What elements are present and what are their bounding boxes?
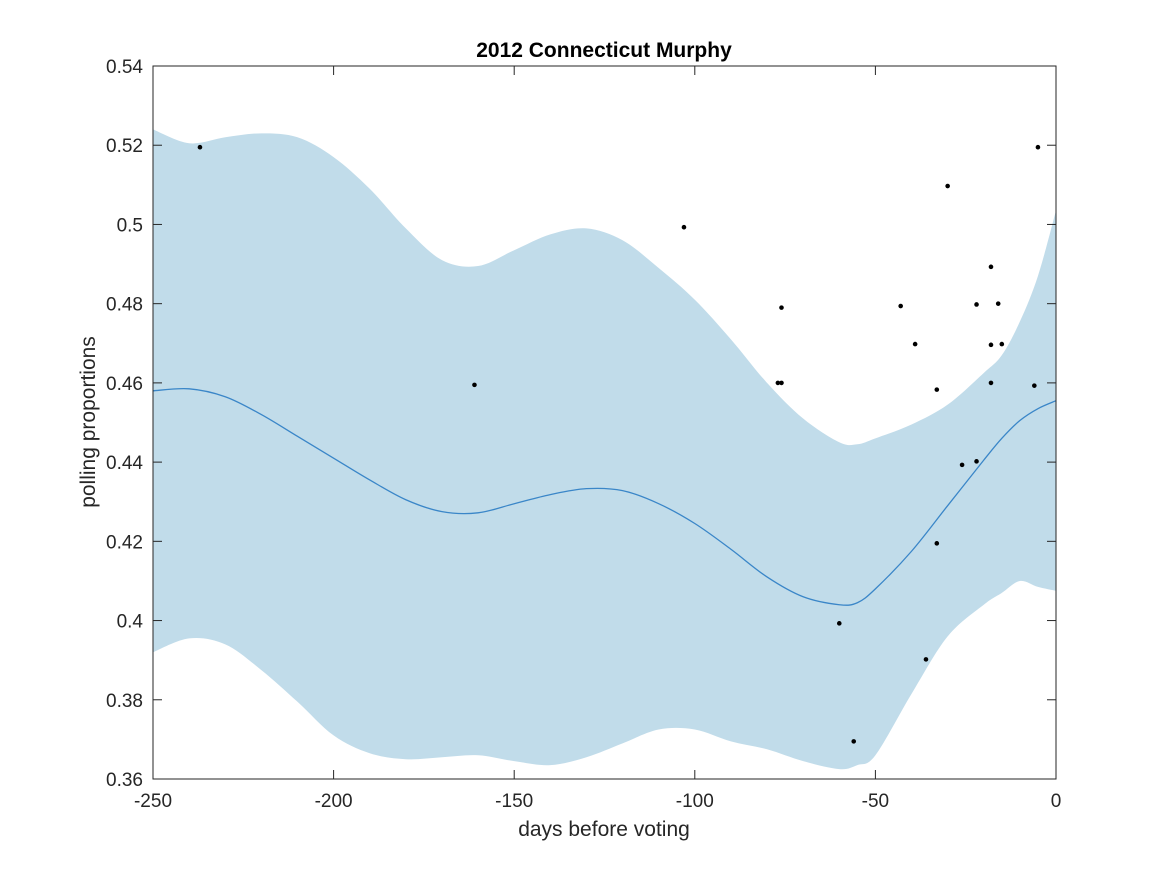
y-tick-label: 0.36	[106, 770, 143, 791]
confidence-band	[153, 129, 1056, 770]
poll-point	[1035, 144, 1041, 150]
poll-point	[898, 303, 903, 309]
poll-point	[974, 302, 979, 307]
poll-point	[923, 657, 929, 662]
poll-point	[197, 144, 203, 150]
poll-point	[974, 459, 979, 464]
poll-point	[945, 183, 950, 189]
poll-point	[472, 382, 477, 388]
poll-point	[836, 621, 842, 626]
poll-point	[912, 341, 918, 347]
y-tick-label: 0.38	[106, 691, 143, 712]
poll-point	[988, 342, 994, 348]
poll-point	[934, 541, 940, 546]
poll-point	[999, 341, 1005, 347]
y-axis-label: polling proportions	[77, 336, 100, 508]
y-tick-label: 0.48	[106, 295, 143, 316]
y-tick-label: 0.42	[106, 532, 143, 553]
y-tick-label: 0.4	[117, 612, 144, 633]
x-tick-label: -50	[862, 791, 889, 812]
x-tick-label: -150	[495, 791, 533, 812]
x-tick-label: -250	[134, 791, 172, 812]
x-axis-label: days before voting	[518, 818, 690, 841]
x-tick-label: -200	[315, 791, 353, 812]
poll-point	[988, 380, 994, 386]
axes-box	[152, 65, 1057, 780]
poll-point	[959, 462, 965, 468]
poll-point	[779, 305, 784, 310]
poll-point	[851, 739, 857, 744]
poll-point	[988, 264, 994, 270]
y-tick-label: 0.44	[106, 453, 143, 474]
poll-point	[681, 224, 687, 230]
poll-point	[775, 380, 781, 386]
poll-point	[934, 387, 940, 392]
chart-title: 2012 Connecticut Murphy	[476, 39, 732, 62]
mean-trend-line	[152, 387, 1057, 606]
poll-point	[995, 301, 1001, 306]
y-tick-label: 0.54	[106, 57, 143, 78]
y-tick-label: 0.52	[106, 136, 143, 157]
y-tick-label: 0.46	[106, 374, 143, 395]
x-tick-label: -100	[676, 791, 714, 812]
y-tick-label: 0.5	[117, 215, 143, 236]
poll-point	[779, 380, 784, 386]
x-tick-label: 0	[1051, 791, 1062, 812]
poll-point	[1032, 383, 1037, 388]
